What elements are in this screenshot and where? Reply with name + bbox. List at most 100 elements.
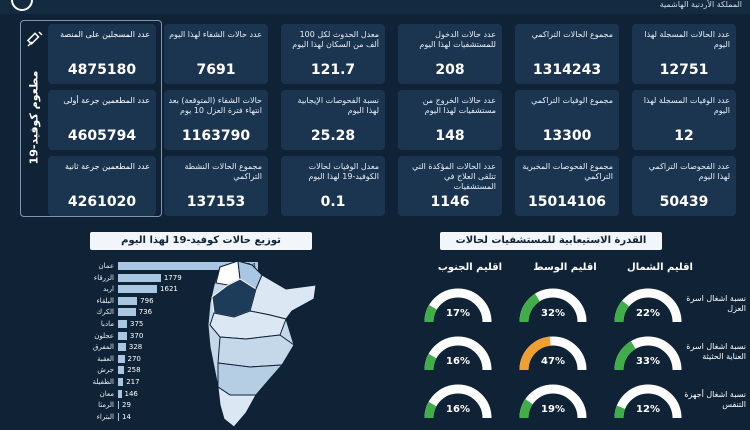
- card-label: عدد المسجلين على المنصة: [60, 30, 150, 39]
- stat-label: عدد الحالات المؤكدة التي تتلقى العلاج في…: [412, 162, 496, 191]
- distribution-value: 14: [122, 412, 131, 421]
- distribution-row: العقبة 270: [70, 354, 310, 364]
- stat-card: عدد الفحوصات التراكمي لهذا اليوم 50439: [632, 156, 736, 216]
- distribution-bar: [118, 296, 138, 305]
- stat-value: 1146: [430, 194, 470, 210]
- gauge: [614, 336, 682, 371]
- gauge-fill: [424, 401, 437, 419]
- stat-card: عدد حالات الخروج من مستشفيات لهذا اليوم 1…: [398, 90, 502, 150]
- capacity-title: القدرة الاستيعابية للمستشفيات لحالات كوف…: [440, 232, 662, 264]
- gauge: [424, 336, 492, 371]
- stat-card: عدد الوفيات المسجلة لهذا اليوم 12: [632, 90, 736, 150]
- region-central-header: اقليم الوسط: [533, 262, 597, 273]
- distribution-bar: [118, 401, 119, 410]
- capacity-row-label-ventilators: نسبة اشغال أجهزة التنفس: [684, 390, 746, 409]
- governorate-label: الطفيلة: [92, 378, 114, 386]
- region-south-header: اقليم الجنوب: [437, 262, 503, 273]
- stat-value: 148: [435, 128, 465, 144]
- stat-label: عدد الوفيات المسجلة لهذا اليوم: [643, 96, 730, 115]
- card-label: عدد المطعمين جرعة ثانية: [64, 162, 150, 171]
- distribution-row: الرمثا 29: [70, 401, 310, 410]
- stat-card: عدد الحالات المسجلة لهذا اليوم 12751: [632, 24, 736, 84]
- stat-value: 1314243: [532, 62, 602, 78]
- stat-label: مجموع الحالات النشطة التراكمي: [184, 162, 262, 181]
- gauge: [519, 288, 587, 323]
- gauge-fill: [614, 300, 630, 323]
- vaccination-card-registered: عدد المسجلين على المنصة 4875180: [48, 24, 156, 84]
- stat-label: نسبة الفحوصات الإيجابية لهذا اليوم: [297, 96, 379, 115]
- stat-value: 208: [435, 62, 465, 78]
- distribution-value: 328: [128, 343, 143, 352]
- gauge-fill: [424, 353, 437, 371]
- syringe-icon: [26, 31, 43, 47]
- distribution-bar: [118, 262, 258, 270]
- gauge: [519, 384, 587, 419]
- gauge-percent: 19%: [541, 404, 565, 415]
- governorate-label: عمان: [98, 262, 115, 270]
- distribution-title: توزيع حالات كوفيد-19 لهذا اليوم: [90, 232, 312, 250]
- governorate-label: البلقاء: [96, 296, 114, 305]
- stat-label: عدد حالات الدخول للمستشفيات لهذا اليوم: [419, 30, 496, 49]
- stat-label: عدد الحالات المسجلة لهذا اليوم: [644, 30, 730, 49]
- gauge-percent: 32%: [541, 308, 565, 319]
- card-value: 4605794: [67, 128, 137, 144]
- gauge-fill: [614, 341, 636, 371]
- gauge-fill: [519, 293, 541, 323]
- jordan-map: [207, 260, 317, 428]
- top-bar: المملكة الأردنية الهاشمية: [0, 0, 750, 14]
- gauge-percent: 16%: [446, 404, 470, 415]
- distribution-bar: [118, 285, 158, 294]
- distribution-row: الطفيلة 217: [70, 378, 310, 387]
- distribution-row: مادبا 375: [70, 320, 310, 329]
- stat-card: مجموع الحالات التراكمي 1314243: [515, 24, 619, 84]
- gauge-fill: [519, 336, 551, 371]
- stat-value: 137153: [186, 194, 246, 210]
- vaccination-panel: [20, 20, 162, 217]
- distribution-bar: [118, 331, 127, 340]
- distribution-bar: [118, 354, 125, 363]
- gauge: [424, 288, 492, 323]
- stat-card: معدل الحدوث لكل 100 ألف من السكان لهذا ا…: [281, 24, 385, 84]
- distribution-value: 1779: [163, 273, 182, 282]
- distribution-bar: [118, 320, 128, 328]
- distribution-row: الكرك 736: [70, 308, 310, 317]
- distribution-value: 29: [122, 401, 131, 410]
- gauge-fill: [614, 405, 626, 419]
- header-title: المملكة الأردنية الهاشمية: [659, 0, 742, 9]
- distribution-bar: [118, 273, 161, 282]
- governorate-label: معان: [99, 389, 114, 398]
- stat-label: مجموع الوفيات التراكمي: [531, 96, 613, 105]
- distribution-value: 1621: [160, 285, 178, 294]
- stat-card: مجموع الفحوصات المخبرية التراكمي 15014106: [515, 156, 619, 216]
- stat-card: عدد حالات الدخول للمستشفيات لهذا اليوم 20…: [398, 24, 502, 84]
- gauge-fill: [519, 399, 533, 419]
- stat-label: معدل الحدوث لكل 100 ألف من السكان لهذا ا…: [292, 30, 379, 49]
- distribution-row: معان 146: [70, 389, 310, 399]
- stat-value: 50439: [659, 194, 709, 210]
- distribution-row: الزرقاء 1779: [70, 273, 310, 283]
- gauge-percent: 47%: [541, 356, 565, 367]
- distribution-bar: [118, 308, 136, 317]
- stat-value: 12: [674, 128, 694, 144]
- stat-value: 13300: [542, 128, 592, 144]
- stat-card: نسبة الفحوصات الإيجابية لهذا اليوم 25.28: [281, 90, 385, 150]
- gauge-percent: 33%: [636, 356, 660, 367]
- region-north-header: اقليم الشمال: [627, 262, 693, 273]
- distribution-value: 796: [140, 296, 154, 305]
- governorate-label: مادبا: [100, 320, 114, 328]
- distribution-bar: [118, 389, 122, 398]
- governorate-label: جرش: [97, 366, 114, 375]
- ministry-logo-icon: [11, 0, 33, 11]
- stat-card: عدد الحالات المؤكدة التي تتلقى العلاج في…: [398, 156, 502, 216]
- gauge: [519, 336, 587, 371]
- card-value: 4875180: [67, 62, 137, 78]
- stat-value: 7691: [196, 62, 236, 78]
- stat-label: مجموع الحالات التراكمي: [531, 30, 613, 39]
- card-value: 4261020: [67, 194, 137, 210]
- vaccination-card-second-dose: عدد المطعمين جرعة ثانية 4261020: [48, 156, 156, 216]
- vaccination-side-title: مطعوم كوفيد-19: [27, 70, 41, 165]
- governorate-label: العقبة: [97, 354, 114, 363]
- distribution-bar: [118, 366, 125, 375]
- stat-card: معدل الوفيات لحالات الكوفيد-19 لهذا اليو…: [281, 156, 385, 216]
- gauge-fill: [424, 304, 438, 323]
